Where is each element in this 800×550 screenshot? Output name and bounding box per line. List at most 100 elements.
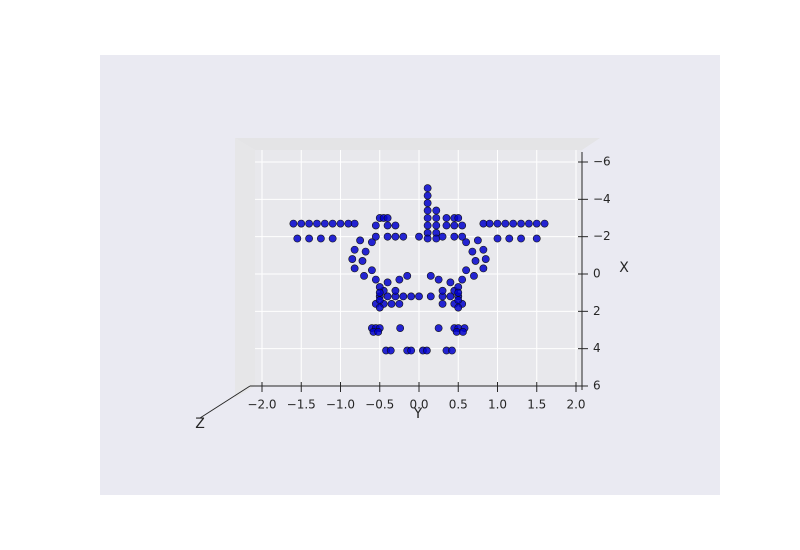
y-tick-label: 2 <box>593 304 601 318</box>
point <box>407 292 416 301</box>
point <box>396 324 405 333</box>
point <box>432 214 441 222</box>
point <box>358 257 367 265</box>
point <box>438 299 447 308</box>
point <box>375 288 384 297</box>
point <box>454 303 463 312</box>
point <box>348 255 357 263</box>
point <box>434 275 443 284</box>
z-axis-label: Z <box>195 416 205 432</box>
point <box>387 299 396 308</box>
point <box>375 303 384 312</box>
point <box>493 219 502 228</box>
x-tick-label: −0.5 <box>365 398 394 412</box>
point <box>371 275 380 284</box>
y-tick-label: −4 <box>593 192 611 206</box>
point <box>471 257 480 265</box>
point <box>446 292 455 301</box>
point <box>479 245 488 254</box>
left-pane <box>235 138 255 398</box>
point <box>328 234 337 243</box>
z-axis-line <box>199 385 251 419</box>
point <box>509 219 518 228</box>
point <box>423 214 432 222</box>
point <box>532 234 541 243</box>
point <box>423 206 432 215</box>
point <box>454 288 463 297</box>
point <box>468 247 477 256</box>
y-tick-label: 6 <box>593 379 601 393</box>
point <box>403 271 412 280</box>
point <box>473 236 482 245</box>
point <box>383 221 392 230</box>
point <box>305 234 313 243</box>
x-axis-label: Y <box>413 406 423 422</box>
point <box>313 219 321 228</box>
point <box>442 214 451 222</box>
point <box>458 232 467 241</box>
point <box>540 219 549 228</box>
point <box>328 219 337 228</box>
point <box>386 346 395 355</box>
point <box>423 199 432 207</box>
points <box>289 184 549 355</box>
point <box>438 232 447 241</box>
x-tick-label: 0.5 <box>449 398 468 412</box>
y-axis-label: X <box>619 260 629 276</box>
point <box>505 234 514 243</box>
y-tick-label: 4 <box>593 341 601 355</box>
point <box>336 219 345 228</box>
point <box>360 271 368 280</box>
point <box>375 296 384 305</box>
point <box>316 234 325 243</box>
point <box>367 238 376 247</box>
point <box>426 292 435 301</box>
point <box>422 346 431 355</box>
point <box>399 292 408 301</box>
point <box>383 292 392 301</box>
point <box>415 292 423 301</box>
point <box>470 271 478 280</box>
point <box>450 232 459 241</box>
y-tick-label: 0 <box>593 267 601 281</box>
point <box>391 286 400 295</box>
point <box>525 219 533 228</box>
point <box>305 219 313 228</box>
point <box>517 219 525 228</box>
x-tick-label: −2.0 <box>247 398 276 412</box>
point <box>407 346 416 355</box>
top-pane <box>235 138 600 150</box>
point <box>501 219 510 228</box>
point <box>361 247 370 256</box>
point <box>371 232 380 241</box>
y-tick-label: −2 <box>593 229 611 243</box>
point <box>350 264 359 273</box>
x-tick-label: 1.0 <box>488 398 507 412</box>
point <box>454 214 463 222</box>
point <box>371 221 380 230</box>
point <box>356 236 365 245</box>
point <box>442 221 451 230</box>
point <box>448 346 456 355</box>
point <box>423 184 432 193</box>
point <box>454 296 463 305</box>
point <box>432 206 441 215</box>
point <box>395 275 404 284</box>
point <box>462 266 470 275</box>
point <box>423 221 432 230</box>
point <box>391 232 400 241</box>
point <box>432 221 441 230</box>
y-tick-label: −6 <box>593 155 611 169</box>
point <box>374 327 383 336</box>
point <box>479 264 488 273</box>
point <box>399 232 408 241</box>
point <box>481 255 490 263</box>
point <box>383 214 392 222</box>
point <box>289 219 298 228</box>
point <box>517 234 525 243</box>
point <box>485 219 494 228</box>
point <box>462 238 470 247</box>
point <box>293 234 302 243</box>
x-tick-label: 0.0 <box>409 398 428 412</box>
